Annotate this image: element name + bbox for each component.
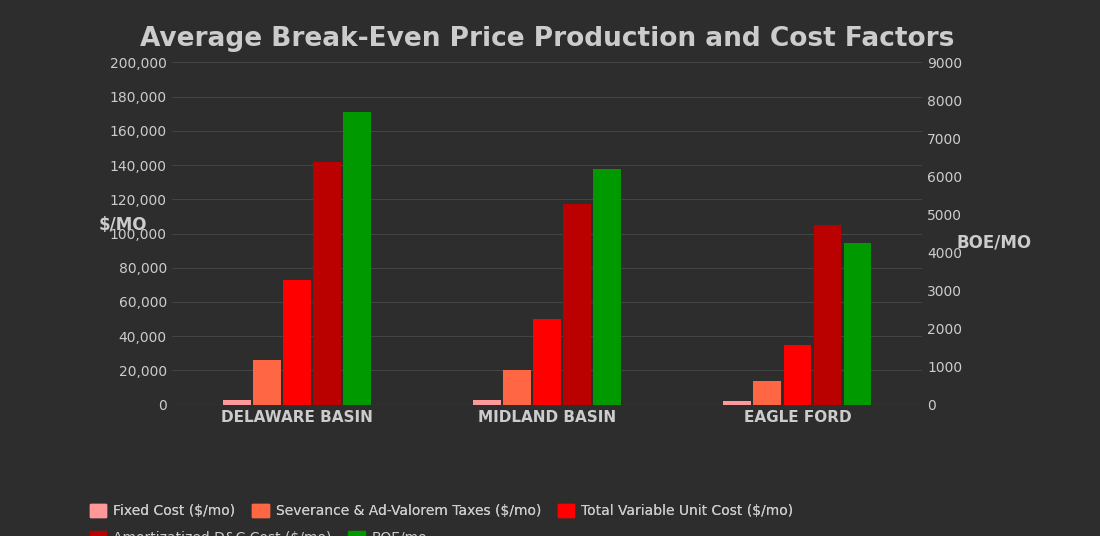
Bar	[343, 112, 371, 405]
Bar	[814, 225, 842, 405]
Bar	[844, 243, 871, 405]
Y-axis label: $/MO: $/MO	[99, 215, 147, 234]
Bar	[473, 400, 500, 405]
Legend: Amortizatized D&C Cost ($/mo), BOE/mo: Amortizatized D&C Cost ($/mo), BOE/mo	[84, 525, 433, 536]
Bar	[754, 381, 781, 405]
Bar	[223, 399, 251, 405]
Bar	[783, 345, 811, 405]
Bar	[283, 280, 310, 405]
Title: Average Break-Even Price Production and Cost Factors: Average Break-Even Price Production and …	[140, 26, 954, 51]
Legend: Fixed Cost ($/mo), Severance & Ad-Valorem Taxes ($/mo), Total Variable Unit Cost: Fixed Cost ($/mo), Severance & Ad-Valore…	[84, 498, 799, 524]
Bar	[503, 370, 531, 405]
Bar	[534, 319, 561, 405]
Bar	[563, 204, 591, 405]
Bar	[724, 401, 751, 405]
Y-axis label: BOE/MO: BOE/MO	[956, 234, 1032, 251]
Bar	[314, 162, 341, 405]
Bar	[253, 360, 280, 405]
Bar	[593, 169, 620, 405]
